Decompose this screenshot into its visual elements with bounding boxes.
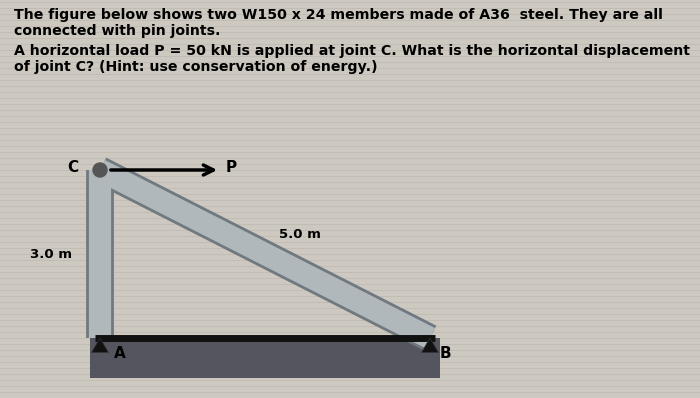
Text: The figure below shows two W150 x 24 members made of A36  steel. They are all: The figure below shows two W150 x 24 mem… (14, 8, 663, 22)
Text: A horizontal load P = 50 kN is applied at joint C. What is the horizontal displa: A horizontal load P = 50 kN is applied a… (14, 44, 690, 58)
Text: 3.0 m: 3.0 m (30, 248, 72, 261)
Text: connected with pin joints.: connected with pin joints. (14, 24, 220, 38)
Text: C: C (67, 160, 78, 176)
Text: B: B (440, 346, 452, 361)
Text: P: P (226, 160, 237, 176)
FancyBboxPatch shape (90, 338, 440, 378)
Text: A: A (114, 346, 126, 361)
Polygon shape (421, 338, 438, 352)
Text: 5.0 m: 5.0 m (279, 228, 321, 240)
Polygon shape (92, 338, 108, 352)
Text: of joint C? (Hint: use conservation of energy.): of joint C? (Hint: use conservation of e… (14, 60, 377, 74)
Circle shape (93, 163, 107, 177)
